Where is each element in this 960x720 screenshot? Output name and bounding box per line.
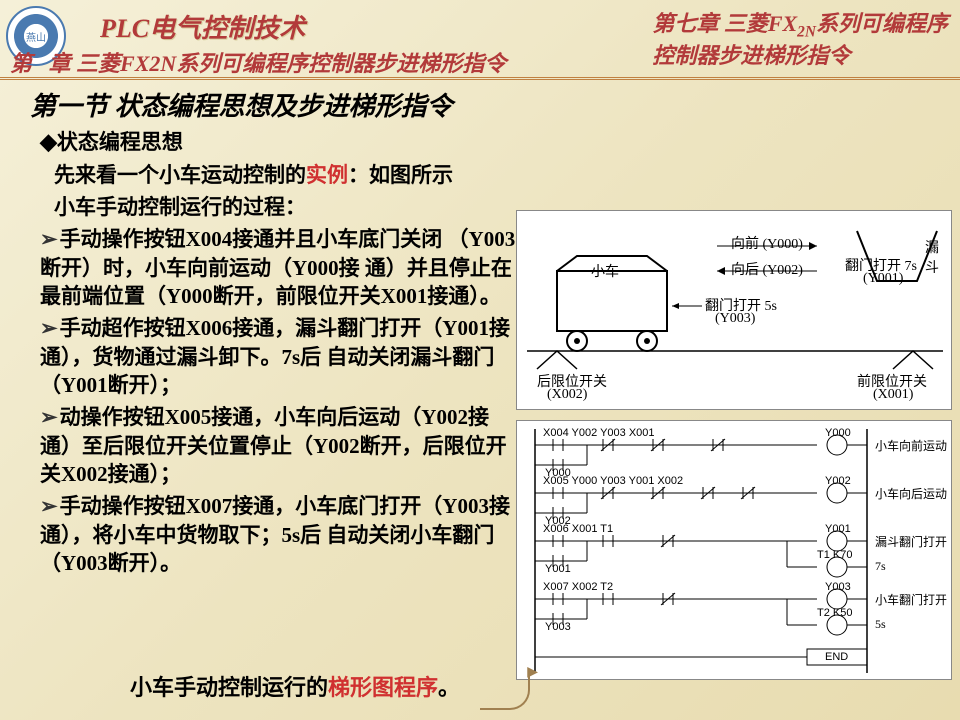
label-hopper: 漏斗 — [925, 237, 951, 277]
rung-inputs: X006 X001 T1 — [543, 523, 613, 535]
label-car-door-y: (Y003) — [715, 311, 755, 327]
rung-output: Y003 — [825, 581, 851, 593]
section-title: 第一节 状态编程思想及步进梯形指令 — [30, 86, 950, 123]
rung-timer: T1 K70 — [817, 549, 852, 561]
rung-lock: Y001 — [545, 563, 571, 575]
chapter-title-left: 第 章 三菱FX2N系列可编程序控制器步进梯形指令 — [10, 46, 506, 78]
rung-output: Y001 — [825, 523, 851, 535]
rung-inputs: X005 Y000 Y003 Y001 X002 — [543, 475, 683, 487]
brace-arrow-icon — [480, 670, 530, 710]
rung-timer: T2 K50 — [817, 607, 852, 619]
label-backward: 向后 (Y002) — [731, 259, 803, 279]
label-car: 小车 — [591, 261, 619, 281]
label-front-x: (X001) — [873, 387, 913, 403]
rung-desc: 漏斗翻门打开 — [875, 533, 947, 550]
ladder-end: END — [825, 651, 848, 663]
rung-output: Y002 — [825, 475, 851, 487]
course-title: PLC电气控制技术 — [100, 8, 305, 45]
rung-output: Y000 — [825, 427, 851, 439]
rung-tdesc: 5s — [875, 617, 886, 632]
mechanical-diagram: 小车 向前 (Y000) 向后 (Y002) 漏斗 翻门打开 7s (Y001)… — [516, 210, 952, 410]
rung-inputs: X004 Y002 Y003 X001 — [543, 427, 655, 439]
bullet-list: 手动操作按钮X004接通并且小车底门关闭 （Y003断开）时，小车向前运动（Y0… — [30, 225, 520, 577]
bullet-item: 动操作按钮X005接通，小车向后运动（Y002接通）至后限位开关位置停止（Y00… — [30, 403, 520, 488]
bullet-item: 手动超作按钮X006接通，漏斗翻门打开（Y001接通），货物通过漏斗卸下。7s后… — [30, 314, 520, 399]
ladder-diagram: X004 Y002 Y003 X001 Y000 小车向前运动 Y000 X00… — [516, 420, 952, 680]
bullet-item: 手动操作按钮X004接通并且小车底门关闭 （Y003断开）时，小车向前运动（Y0… — [30, 225, 520, 310]
intro-line: 先来看一个小车运动控制的实例：如图所示 — [30, 161, 950, 189]
rung-desc: 小车翻门打开 — [875, 591, 947, 608]
rung-inputs: X007 X002 T2 — [543, 581, 613, 593]
rung-tdesc: 7s — [875, 559, 886, 574]
bullet-item: 手动操作按钮X007接通，小车底门打开（Y003接通），将小车中货物取下；5s后… — [30, 492, 520, 577]
rung-desc: 小车向后运动 — [875, 485, 947, 502]
subheading: ◆状态编程思想 — [30, 127, 950, 157]
footer-caption: 小车手动控制运行的梯形图程序。 — [130, 670, 460, 702]
label-hopper-y: (Y001) — [863, 271, 903, 287]
label-forward: 向前 (Y000) — [731, 233, 803, 253]
rung-lock: Y003 — [545, 621, 571, 633]
rung-desc: 小车向前运动 — [875, 437, 947, 454]
label-rear-x: (X002) — [547, 387, 587, 403]
chapter-title-right: 第七章 三菱FX2N系列可编程序 控制器步进梯形指令 — [652, 10, 948, 71]
slide-header: 燕山 PLC电气控制技术 第七章 三菱FX2N系列可编程序 控制器步进梯形指令 … — [0, 0, 960, 80]
